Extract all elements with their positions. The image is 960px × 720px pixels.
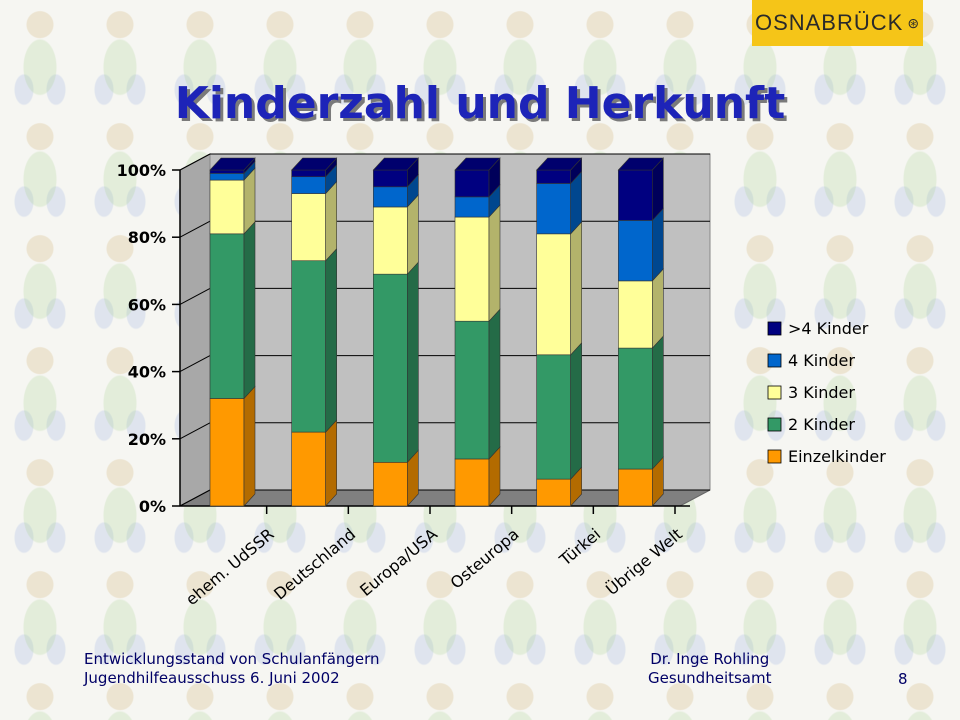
y-tick-label: 100% — [117, 161, 166, 180]
page-number: 8 — [898, 670, 908, 688]
bar-segment — [536, 183, 571, 235]
bar-segment-side — [488, 308, 501, 460]
bar-top — [535, 157, 583, 171]
bar-segment — [536, 354, 571, 480]
bar-top — [209, 157, 256, 171]
bar-segment — [373, 186, 408, 208]
bar-segment — [291, 169, 326, 178]
bar-segment-side — [325, 419, 337, 507]
bar-segment-side — [407, 194, 419, 275]
legend-label: 3 Kinder — [788, 383, 855, 402]
y-tick-label: 40% — [128, 363, 166, 382]
bar-segment — [209, 398, 245, 507]
legend-swatch — [767, 321, 782, 336]
footer-left: Entwicklungsstand von Schulanfängern Jug… — [84, 650, 380, 688]
bar-segment — [454, 320, 490, 460]
footer-left-line1: Entwicklungsstand von Schulanfängern — [84, 650, 380, 668]
y-tick-label: 80% — [128, 228, 166, 247]
bar-segment-side — [243, 385, 256, 507]
bar-segment — [209, 169, 245, 174]
bar-segment — [618, 347, 653, 470]
bar-segment — [373, 169, 408, 188]
bar-segment-side — [652, 268, 664, 349]
bar-segment — [536, 233, 571, 356]
bar-segment — [373, 462, 408, 507]
footer-right-line1: Dr. Inge Rohling — [650, 650, 770, 668]
bar-segment-side — [243, 221, 256, 400]
bar-segment-side — [652, 207, 664, 282]
bar-segment — [373, 273, 408, 463]
gridline-side — [179, 355, 211, 373]
bar-segment — [373, 206, 408, 275]
legend-label: >4 Kinder — [788, 319, 869, 338]
stacked-bar-chart: 0% 20% 40% 60% 80% 100% ehem. UdSSRDeutschland… — [117, 153, 886, 610]
bar-segment — [209, 233, 245, 399]
gridline-side — [179, 287, 211, 305]
bar-top — [454, 157, 501, 171]
bar-segment — [209, 179, 245, 235]
bar-segment — [454, 458, 490, 507]
legend-swatch — [767, 417, 782, 432]
legend-swatch — [767, 353, 782, 368]
bar-segment — [454, 196, 490, 218]
bar-segment — [618, 468, 653, 507]
bar-top — [617, 157, 665, 171]
bar-segment — [618, 169, 653, 221]
bar-segment — [291, 431, 326, 507]
x-tick-label: ehem. UdSSR — [182, 525, 278, 610]
x-tick-label: Übrige Welt — [602, 525, 686, 600]
legend-label: 2 Kinder — [788, 415, 855, 434]
bar-segment — [291, 176, 326, 194]
bar-segment — [291, 260, 326, 433]
gridline-side — [179, 220, 211, 238]
bar-segment — [454, 169, 490, 198]
bar-segment-side — [325, 180, 337, 262]
osnabrueck-logo: OSNABRÜCK ⊛ — [752, 0, 923, 46]
bar-segment — [536, 478, 571, 507]
bar-segment-side — [325, 247, 337, 433]
legend-label: Einzelkinder — [788, 447, 886, 466]
bar-segment-side — [652, 335, 664, 470]
x-tick-label: Europa/USA — [356, 524, 441, 599]
legend-swatch — [767, 385, 782, 400]
bar-top — [372, 157, 420, 171]
bar-segment-side — [488, 204, 501, 322]
bar-top — [290, 157, 338, 171]
bar-segment-side — [570, 342, 582, 480]
x-tick-label: Türkei — [555, 525, 604, 571]
gridline-side — [179, 153, 211, 171]
x-tick-label: Osteuropa — [447, 525, 523, 593]
footer-left-line2: Jugendhilfeausschuss 6. Juni 2002 — [84, 669, 340, 687]
bar-segment — [454, 216, 490, 322]
gridline-side — [179, 489, 211, 507]
plot-side-wall — [179, 153, 211, 507]
slide-title: Kinderzahl und Herkunft — [174, 78, 786, 129]
gridline-side — [179, 422, 211, 440]
bar-segment-side — [570, 221, 582, 356]
footer-right-line2: Gesundheitsamt — [648, 669, 772, 687]
bar-segment-side — [407, 261, 419, 464]
bar-segment — [618, 280, 653, 349]
y-tick-label: 0% — [139, 497, 166, 516]
footer-right: Dr. Inge Rohling Gesundheitsamt — [648, 650, 772, 688]
bar-segment — [291, 193, 326, 262]
x-tick-label: Deutschland — [270, 525, 359, 604]
y-tick-label: 60% — [128, 295, 166, 314]
bar-segment — [618, 220, 653, 282]
bar-segment — [209, 173, 245, 181]
y-tick-label: 20% — [128, 430, 166, 449]
legend-label: 4 Kinder — [788, 351, 855, 370]
legend-swatch — [767, 449, 782, 464]
bar-segment — [536, 169, 571, 184]
